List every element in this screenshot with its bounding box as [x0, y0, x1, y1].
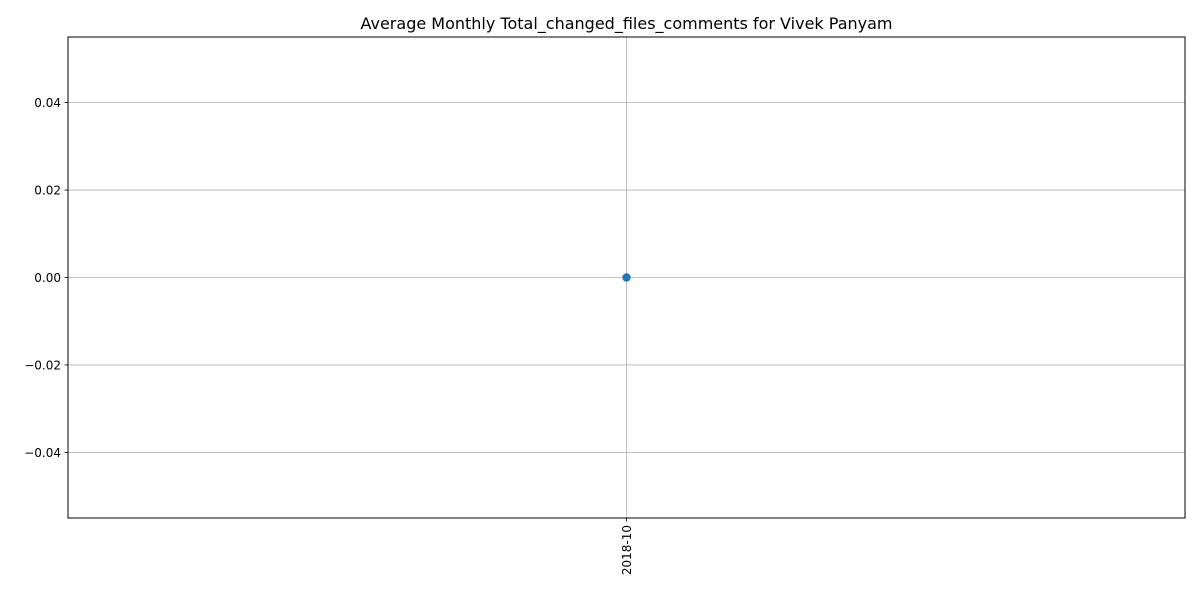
y-tick-label: 0.02 [34, 184, 61, 198]
plot-frame [67, 36, 1186, 519]
y-tick-label: −0.02 [24, 358, 61, 372]
tick-layer: −0.04 −0.02 0.00 0.02 0.04 2018-10 [24, 96, 634, 575]
y-tick-label: 0.00 [34, 271, 61, 285]
data-point [622, 273, 631, 282]
chart-title: Average Monthly Total_changed_files_comm… [360, 14, 892, 34]
y-tick-label: 0.04 [34, 96, 61, 110]
series-layer [622, 273, 631, 282]
x-tick-label: 2018-10 [620, 525, 634, 575]
y-tick-label: −0.04 [24, 446, 61, 460]
